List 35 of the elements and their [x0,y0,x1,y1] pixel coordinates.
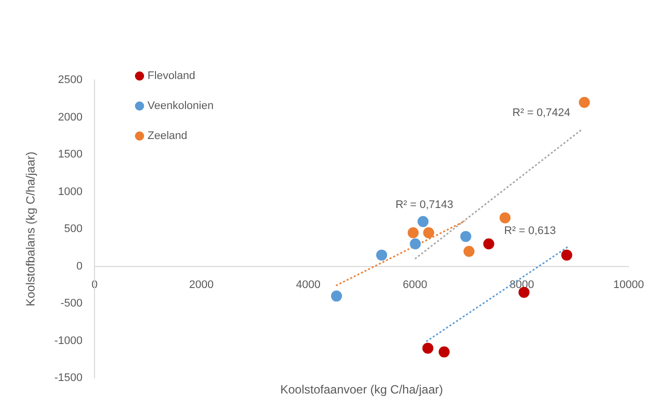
point [500,212,511,224]
y-tick-label: 2000 [58,111,83,124]
point [331,290,342,302]
point [438,346,450,358]
x-tick-label: 2000 [189,278,214,291]
y-tick-label: 500 [64,223,83,236]
point [376,250,388,261]
point [483,238,494,250]
annotation: R² = 0,7143 [395,198,454,211]
x-tick-label: 10000 [613,278,644,291]
legend-label: Veenkolonien [148,100,214,112]
x-axis-title: Koolstofaanvoer (kg C/ha/jaar) [280,382,443,396]
y-tick-label: 1500 [58,148,83,161]
point [422,342,434,354]
point [410,238,421,250]
x-tick-label: 4000 [296,278,320,291]
point [460,230,472,242]
y-tick-label: 0 [76,260,83,272]
point [463,246,474,257]
x-tick-label: 6000 [402,278,428,291]
legend-label: Flevoland [148,70,196,82]
point [561,250,572,261]
annotation: R² = 0,613 [504,224,556,237]
point [408,227,419,238]
point [418,216,429,228]
y-axis-title: Koolstofbalans (kg C/ha/jaar) [24,152,38,306]
y-tick-label: -500 [60,298,83,310]
point [578,96,590,108]
point [423,227,434,238]
y-tick-label: 2500 [58,74,83,86]
y-tick-label: 1000 [58,186,83,198]
annotation: R² = 0,7424 [512,107,570,120]
y-tick-label: -1000 [54,334,83,347]
legend-label: Zeeland [148,130,188,142]
y-tick-label: -1500 [54,372,83,384]
